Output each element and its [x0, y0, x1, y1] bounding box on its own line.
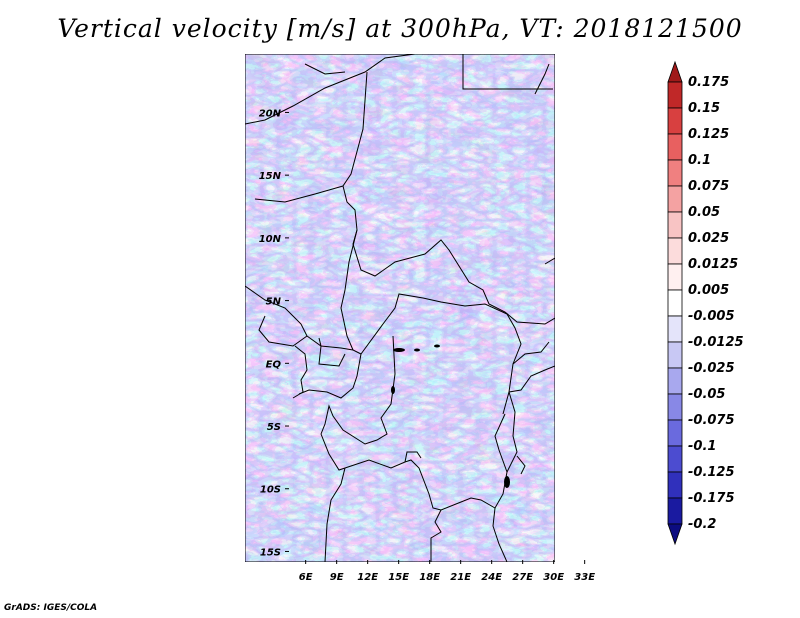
lon-tick-label: 27E — [512, 572, 533, 583]
colorbar-label: -0.005 — [688, 309, 735, 324]
colorbar-swatch — [667, 107, 683, 135]
colorbar-label: -0.05 — [688, 387, 725, 402]
colorbar-label: 0.05 — [688, 205, 720, 220]
colorbar-swatch — [667, 237, 683, 265]
country-borders — [245, 54, 555, 562]
lon-tick-label: 18E — [419, 572, 440, 583]
map-panel: 6E 9E 12E 15E 18E 21E 24E 27E 30E 33E 20N 15N 10N 5N E… — [245, 54, 595, 583]
colorbar-label: 0.025 — [688, 231, 729, 246]
velocity-field-map — [245, 54, 555, 562]
colorbar-swatch — [667, 497, 683, 525]
colorbar-label: -0.025 — [688, 361, 735, 376]
lat-tick-label: 5S — [267, 422, 281, 433]
map-title: Vertical velocity [m/s] at 300hPa, VT: 2… — [57, 14, 743, 43]
colorbar-label: -0.1 — [688, 439, 716, 454]
colorbar-swatch — [667, 159, 683, 187]
colorbar-swatch — [667, 263, 683, 291]
colorbar-label: 0.175 — [688, 75, 729, 90]
velocity-field-detail — [245, 54, 555, 562]
lat-tick-label: 20N — [259, 108, 282, 119]
colorbar-label: -0.2 — [688, 517, 716, 532]
colorbar-swatch — [667, 211, 683, 239]
colorbar-bottom-triangle — [667, 523, 683, 546]
colorbar-swatch — [667, 133, 683, 161]
lat-tick-label: 5N — [266, 297, 282, 308]
colorbar-swatch — [667, 445, 683, 473]
lon-tick-label: 30E — [543, 572, 564, 583]
lat-tick-label: 10S — [260, 485, 281, 496]
map-axes: 6E 9E 12E 15E 18E 21E 24E 27E 30E 33E 20N 15N 10N 5N E… — [259, 108, 596, 583]
colorbar-label: -0.075 — [688, 413, 735, 428]
lat-tick-label: EQ — [266, 359, 282, 370]
colorbar: 0.175 0.15 0.125 0.1 0.075 0.05 0.025 0.0125 0.0… — [667, 60, 744, 546]
colorbar-swatch — [667, 185, 683, 213]
colorbar-label: 0.0125 — [688, 257, 738, 272]
colorbar-swatch — [667, 419, 683, 447]
colorbar-label: 0.15 — [688, 101, 720, 116]
colorbar-label: -0.125 — [688, 465, 735, 480]
colorbar-top-triangle — [667, 60, 683, 83]
lon-tick-label: 6E — [299, 572, 313, 583]
colorbar-swatch — [667, 289, 683, 317]
colorbar-label: 0.005 — [688, 283, 729, 298]
lon-tick-label: 9E — [330, 572, 344, 583]
colorbar-label: 0.125 — [688, 127, 729, 142]
colorbar-label: 0.1 — [688, 153, 711, 168]
lon-tick-label: 24E — [481, 572, 502, 583]
lon-tick-label: 33E — [574, 572, 595, 583]
colorbar-label: -0.175 — [688, 491, 735, 506]
colorbar-label: 0.075 — [688, 179, 729, 194]
colorbar-swatch — [667, 367, 683, 395]
colorbar-label: -0.0125 — [688, 335, 744, 350]
lake-markers — [391, 344, 510, 488]
colorbar-swatch — [667, 471, 683, 499]
colorbar-swatch — [667, 81, 683, 109]
lat-tick-label: 15S — [260, 547, 281, 558]
lon-tick-label: 21E — [450, 572, 471, 583]
lon-tick-label: 15E — [388, 572, 409, 583]
grads-credit: GrADS: IGES/COLA — [4, 603, 98, 613]
lat-tick-label: 15N — [259, 171, 282, 182]
lat-tick-label: 10N — [259, 234, 282, 245]
colorbar-swatch — [667, 341, 683, 369]
colorbar-swatch — [667, 393, 683, 421]
colorbar-swatch — [667, 315, 683, 343]
lon-tick-label: 12E — [357, 572, 378, 583]
